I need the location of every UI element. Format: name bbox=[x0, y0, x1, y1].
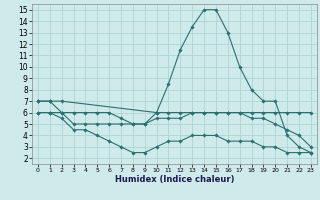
X-axis label: Humidex (Indice chaleur): Humidex (Indice chaleur) bbox=[115, 175, 234, 184]
